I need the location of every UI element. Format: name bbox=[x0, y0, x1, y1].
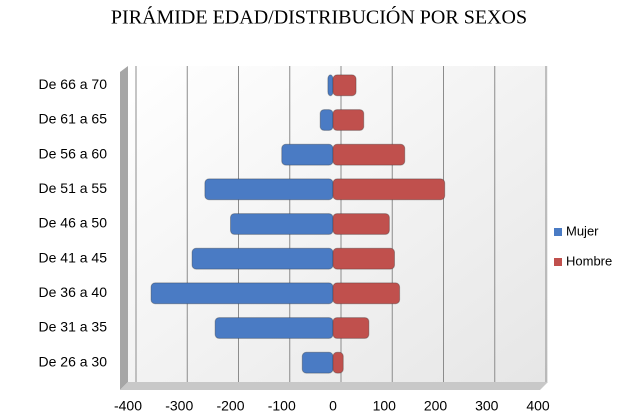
y-tick-label: De 61 a 65 bbox=[39, 111, 108, 127]
bar bbox=[301, 351, 334, 374]
x-tick-label: -100 bbox=[268, 398, 296, 414]
legend-swatch bbox=[554, 228, 562, 236]
bar bbox=[332, 213, 390, 235]
plot-floor bbox=[120, 382, 548, 390]
plot-side-wall bbox=[120, 66, 128, 390]
bar bbox=[281, 143, 334, 166]
x-tick-label: 0 bbox=[329, 398, 337, 414]
bar bbox=[332, 178, 446, 201]
x-tick-label: 100 bbox=[373, 398, 397, 414]
bar bbox=[332, 247, 395, 270]
bar bbox=[332, 74, 357, 97]
bar bbox=[214, 317, 334, 339]
y-tick-label: De 41 a 45 bbox=[39, 249, 108, 265]
y-tick-label: De 51 a 55 bbox=[39, 180, 108, 196]
bar bbox=[230, 213, 334, 235]
y-tick-label: De 26 a 30 bbox=[39, 353, 108, 369]
x-tick-label: -200 bbox=[216, 398, 244, 414]
legend-label: Mujer bbox=[566, 223, 599, 238]
legend-swatch bbox=[554, 258, 562, 266]
bar bbox=[332, 109, 365, 131]
bar bbox=[204, 178, 334, 201]
bar bbox=[332, 351, 344, 374]
x-tick-label: 400 bbox=[526, 398, 550, 414]
chart-title: PIRÁMIDE EDAD/DISTRIBUCIÓN POR SEXOS bbox=[111, 5, 527, 29]
x-tick-label: 200 bbox=[424, 398, 448, 414]
bar bbox=[332, 143, 406, 166]
x-tick-label: 300 bbox=[475, 398, 499, 414]
y-tick-label: De 66 a 70 bbox=[39, 76, 108, 92]
legend-label: Hombre bbox=[566, 253, 612, 268]
bar bbox=[319, 109, 334, 131]
y-tick-label: De 31 a 35 bbox=[39, 319, 108, 335]
y-tick-label: De 36 a 40 bbox=[39, 284, 108, 300]
bar bbox=[327, 74, 334, 97]
x-tick-label: -300 bbox=[165, 398, 193, 414]
bar bbox=[332, 317, 370, 339]
bar bbox=[332, 282, 401, 305]
bar bbox=[150, 282, 334, 305]
y-tick-label: De 56 a 60 bbox=[39, 145, 108, 161]
bar bbox=[191, 247, 334, 270]
y-tick-label: De 46 a 50 bbox=[39, 215, 108, 231]
x-tick-label: -400 bbox=[114, 398, 142, 414]
